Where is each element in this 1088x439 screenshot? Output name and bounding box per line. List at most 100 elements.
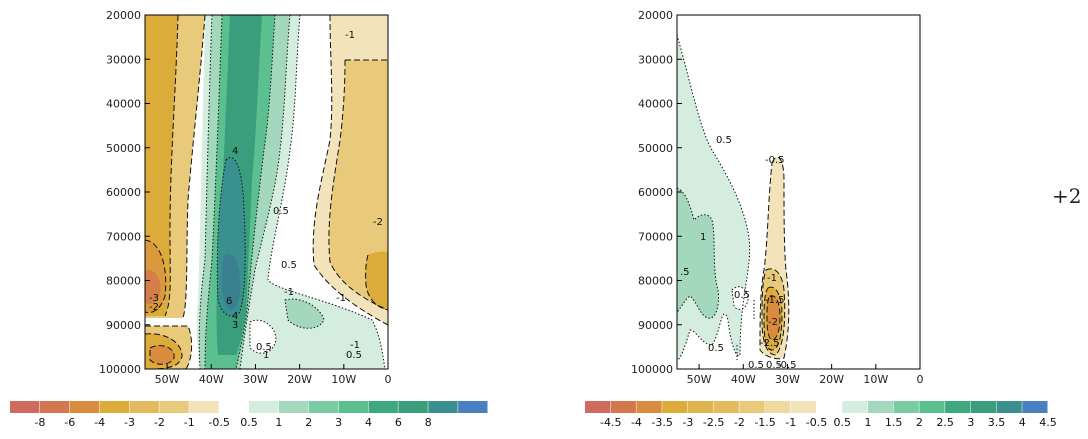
contour-label: -0.5: [777, 360, 797, 371]
contour-label: -0.5: [765, 155, 785, 166]
contour-label: 0.5: [256, 342, 272, 353]
colorbar-swatch: [585, 401, 611, 413]
contour-label: -2: [149, 302, 159, 313]
side-note: +2: [1052, 184, 1082, 208]
colorbar-label: -4: [631, 416, 642, 429]
colorbar-label: 8: [425, 416, 432, 429]
colorbar-swatch: [636, 401, 662, 413]
x-tick-label: 0: [385, 373, 392, 386]
left-axes: 50W 40W 30W 20W 10W 0 20000 30000 40000 50000 6000…: [99, 9, 392, 386]
y-tick-label: 90000: [106, 319, 141, 332]
contour-label: 3: [232, 320, 238, 331]
contour-label: 4: [232, 146, 238, 157]
colorbar-label: -1: [184, 416, 195, 429]
y-tick-label: 30000: [638, 53, 673, 66]
colorbar-label: 1.5: [885, 416, 903, 429]
x-tick-label: 10W: [863, 373, 888, 386]
colorbar-swatch: [308, 401, 339, 413]
colorbar-swatch: [10, 401, 40, 413]
colorbar-label: 0.5: [240, 416, 258, 429]
x-tick-label: 0: [917, 373, 924, 386]
colorbar-swatch: [39, 401, 70, 413]
x-tick-label: 50W: [155, 373, 180, 386]
contour-label: -1: [345, 30, 355, 41]
colorbar-swatch: [428, 401, 458, 413]
left-contour-field: [145, 15, 388, 369]
colorbar-swatch: [662, 401, 688, 413]
colorbar-swatch: [996, 401, 1022, 413]
contour-label: 6: [226, 296, 232, 307]
contour-label: -2.5: [760, 338, 780, 349]
x-tick-label: 30W: [775, 373, 800, 386]
contour-label: 0.5: [748, 360, 764, 371]
colorbar-swatch: [816, 401, 843, 413]
colorbar-swatch: [458, 401, 488, 413]
colorbar-label: -0.5: [806, 416, 827, 429]
contour-label: -1.5: [765, 295, 785, 306]
colorbar-swatch: [970, 401, 997, 413]
contour-label: -1: [350, 340, 360, 351]
colorbar-label: 3: [335, 416, 342, 429]
y-tick-label: 80000: [638, 275, 673, 288]
colorbar-label: 0.5: [833, 416, 851, 429]
contour-label: 0.5: [281, 260, 297, 271]
contour-label: 0.5: [273, 206, 289, 217]
colorbar-swatch: [368, 401, 398, 413]
contour-label: 1: [263, 350, 269, 361]
colorbar-swatch: [842, 401, 868, 413]
right-colorbar: -4.5 -4 -3.5 -3 -2.5 -2 -1.5 -1 -0.5 0.5 1 1.5 2 2.5 3…: [585, 401, 1057, 429]
colorbar-label: 4: [1019, 416, 1026, 429]
colorbar-label: -2.5: [703, 416, 724, 429]
x-tick-label: 40W: [199, 373, 224, 386]
colorbar-swatch: [69, 401, 100, 413]
contour-label: -1: [767, 273, 777, 284]
contour-label: 0.5: [734, 290, 750, 301]
colorbar-label: -2: [734, 416, 745, 429]
colorbar-label: -4: [94, 416, 105, 429]
colorbar-label: 4.5: [1039, 416, 1057, 429]
contour-label: 0.5: [346, 350, 362, 361]
colorbar-label: -8: [34, 416, 45, 429]
colorbar-label: 2.5: [936, 416, 954, 429]
contour-label: -3: [149, 293, 159, 304]
colorbar-label: -2: [154, 416, 165, 429]
x-tick-label: 40W: [731, 373, 756, 386]
colorbar-swatch: [790, 401, 816, 413]
y-tick-label: 70000: [638, 230, 673, 243]
right-axes: 50W 40W 30W 20W 10W 0 20000 30000 40000 50000 6000…: [631, 9, 924, 386]
y-tick-label: 30000: [106, 53, 141, 66]
contour-label: 1: [700, 232, 706, 243]
right-panel: 0.5 -0.5 1 .5 -1 -1.5 0.5 -2 0.5 -2.5 0.…: [585, 9, 1057, 429]
colorbar-label: 6: [395, 416, 402, 429]
left-panel: -1 4 0.5 -2 0.5 -1 -1 6 4 3 -3 -2 0.5 -1…: [10, 9, 488, 429]
colorbar-swatch: [687, 401, 714, 413]
contour-label: -2: [768, 317, 778, 328]
colorbar-swatch: [610, 401, 636, 413]
y-tick-label: 70000: [106, 230, 141, 243]
colorbar-label: -1.5: [754, 416, 775, 429]
colorbar-label: 1: [275, 416, 282, 429]
colorbar-swatch: [893, 401, 919, 413]
colorbar-label: -0.5: [208, 416, 229, 429]
y-tick-label: 100000: [99, 363, 141, 376]
left-contour-labels: -1 4 0.5 -2 0.5 -1 -1 6 4 3 -3 -2 0.5 -1…: [149, 30, 383, 361]
colorbar-label: -4.5: [600, 416, 621, 429]
contour-label: 0.5: [716, 135, 732, 146]
right-contour-field: [677, 15, 920, 369]
y-tick-label: 20000: [638, 9, 673, 22]
y-tick-label: 50000: [106, 142, 141, 155]
x-tick-label: 10W: [331, 373, 356, 386]
colorbar-swatch: [129, 401, 159, 413]
contour-label: 0.5: [766, 360, 782, 371]
contour-label: .5: [680, 267, 690, 278]
colorbar-label: 1: [864, 416, 871, 429]
colorbar-label: 2: [916, 416, 923, 429]
x-tick-label: 30W: [243, 373, 268, 386]
x-tick-label: 20W: [287, 373, 312, 386]
contour-label: -1: [284, 287, 294, 298]
y-tick-label: 60000: [106, 186, 141, 199]
colorbar-label: -6: [64, 416, 75, 429]
colorbar-swatch: [945, 401, 971, 413]
colorbar-label: -3.5: [651, 416, 672, 429]
